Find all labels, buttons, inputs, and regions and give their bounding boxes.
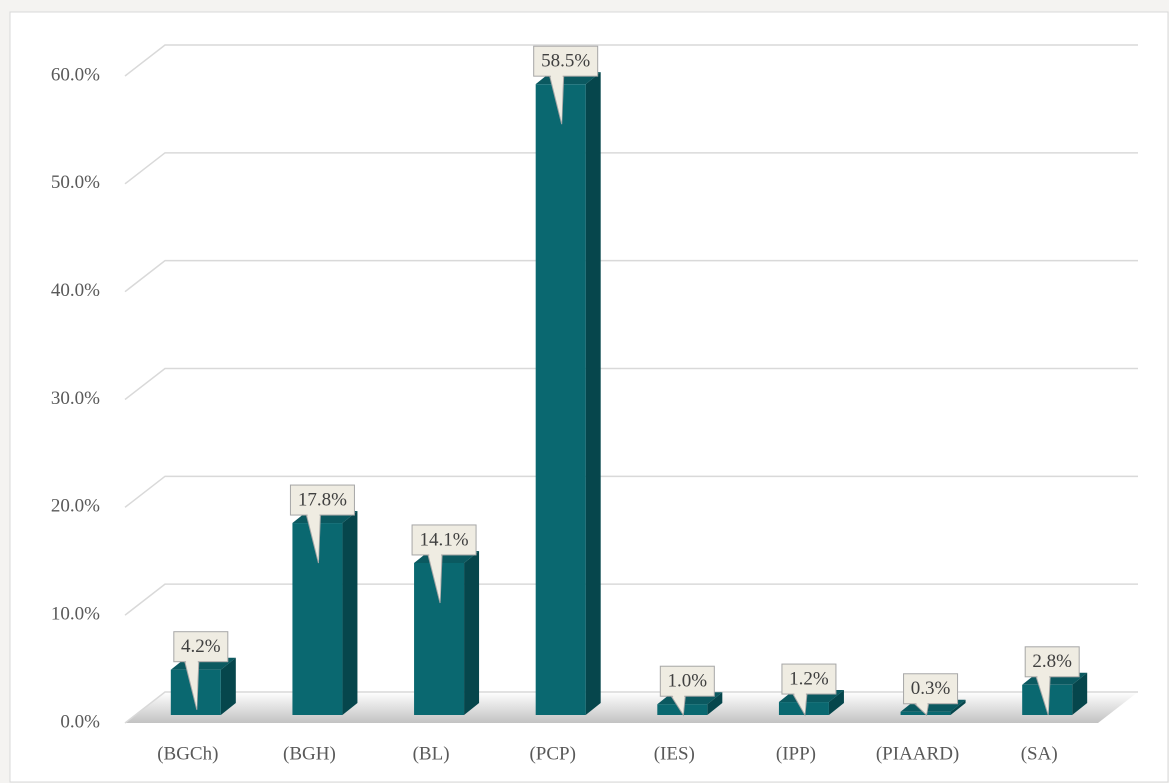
bar-side <box>220 657 236 715</box>
data-label: 58.5% <box>541 51 590 72</box>
label-pointer-fill <box>915 702 928 713</box>
x-tick-label: (BL) <box>413 743 450 764</box>
y-tick-label: 40.0% <box>51 280 100 301</box>
label-box <box>411 524 477 556</box>
data-label: 0.3% <box>911 678 951 699</box>
bar-front <box>535 84 586 716</box>
bar <box>414 550 480 715</box>
x-tick-label: (IPP) <box>776 743 816 764</box>
bar <box>535 72 601 716</box>
bar-side <box>342 511 358 715</box>
grid-line <box>124 44 1138 77</box>
label-pointer-fill <box>793 693 806 713</box>
bar <box>292 511 358 715</box>
bar-side <box>1072 672 1088 715</box>
bar-side <box>950 699 966 715</box>
grid-line <box>124 583 1138 616</box>
label-pointer-fill <box>307 514 320 562</box>
data-label: 4.2% <box>181 636 221 657</box>
data-label: 17.8% <box>298 489 347 510</box>
x-tick-label: (IES) <box>654 743 695 764</box>
bar <box>1022 672 1088 715</box>
grid-line <box>124 259 1138 293</box>
label-pointer-fill <box>550 75 563 123</box>
label-pointer-fill <box>429 553 442 601</box>
grid-line <box>124 367 1138 401</box>
label-box <box>781 663 837 695</box>
x-tick-label: (PCP) <box>529 743 575 764</box>
y-tick-label: 30.0% <box>51 388 100 409</box>
bar-side <box>585 72 601 716</box>
bar-side <box>464 550 480 715</box>
floor <box>125 692 1138 723</box>
label-box <box>903 673 959 705</box>
x-tick-label: (SA) <box>1021 743 1058 764</box>
y-tick-label: 20.0% <box>51 496 100 517</box>
bar-side <box>828 690 844 715</box>
label-pointer-fill <box>672 695 685 713</box>
x-tick-label: (PIAARD) <box>876 743 959 764</box>
y-tick-label: 60.0% <box>51 64 100 85</box>
label-box <box>289 484 355 516</box>
bar-side <box>707 692 723 715</box>
grid-line <box>124 152 1138 185</box>
label-box <box>659 665 715 697</box>
y-tick-label: 0.0% <box>60 711 100 732</box>
label-box <box>173 631 229 663</box>
x-tick-label: (BGCh) <box>157 743 218 764</box>
y-tick-label: 50.0% <box>51 172 100 193</box>
bar <box>170 657 236 715</box>
data-label: 1.2% <box>789 668 829 689</box>
y-tick-label: 10.0% <box>51 604 100 625</box>
data-label: 2.8% <box>1032 651 1072 672</box>
data-label: 14.1% <box>420 529 469 550</box>
label-box <box>533 45 599 77</box>
x-tick-label: (BGH) <box>283 743 336 764</box>
label-box <box>1024 646 1080 678</box>
label-pointer-fill <box>185 660 198 708</box>
grid-line <box>124 475 1138 508</box>
data-label: 1.0% <box>668 671 708 692</box>
label-pointer-fill <box>1037 675 1050 713</box>
